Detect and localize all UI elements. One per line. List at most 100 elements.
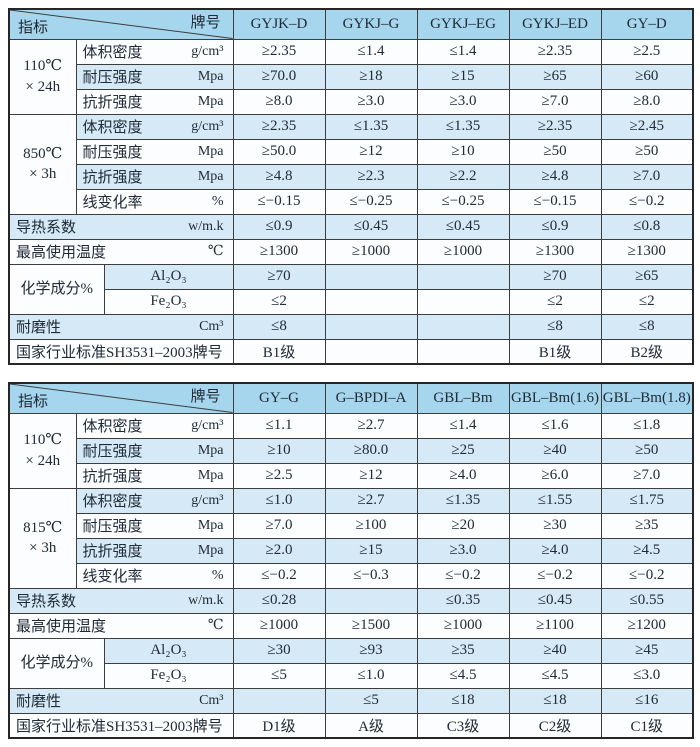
value-cell [324, 288, 418, 315]
value-cell: ≥18 [324, 63, 418, 90]
row-label: 耐压强度 [82, 145, 143, 161]
value-cell: ≥1500 [324, 612, 418, 639]
column-header: GBL–Bm [416, 382, 510, 414]
value-cell [416, 338, 510, 365]
value-cell: ≥10 [416, 138, 510, 165]
unit-label: ℃ [207, 244, 224, 259]
value-cell: B1级 [508, 338, 602, 365]
value-cell: ≥93 [324, 637, 418, 664]
row-label-cell: 导热系数 w/m.k [8, 213, 234, 240]
value-cell: ≤1.4 [416, 38, 510, 65]
row-label: Al₂O₃ [103, 263, 234, 290]
value-cell: ≥4.0 [416, 462, 510, 489]
row-label-cell: 国家行业标准SH3531–2003牌号 [8, 338, 234, 365]
value-cell: ≤1.35 [416, 487, 510, 514]
unit-label: g/cm³ [191, 43, 224, 59]
table-row: 抗折强度 Mpa ≥4.8 ≥2.3 ≥2.2 ≥4.8 ≥7.0 [9, 163, 694, 190]
value-cell: ≥10 [232, 437, 326, 464]
table-row: 耐压强度 Mpa ≥50.0 ≥12 ≥10 ≥50 ≥50 [9, 138, 694, 165]
header-row: 指标 牌号 GYJK–D GYKJ–G GYKJ–EG GYKJ–ED GY–D [8, 8, 694, 40]
row-label-cell: 耐压强度 Mpa [75, 437, 234, 464]
value-cell: ≥70 [508, 263, 602, 290]
row-label: 最高使用温度 [16, 619, 107, 635]
group-label-line: × 3h [29, 166, 57, 182]
value-cell: ≤−0.2 [508, 562, 602, 589]
value-cell: ≥1300 [600, 238, 694, 265]
value-cell: C3级 [416, 712, 510, 739]
table-row: 耐压强度 Mpa ≥70.0 ≥18 ≥15 ≥65 ≥60 [9, 63, 694, 90]
group-label-line: 815℃ [23, 519, 63, 536]
table-row: 导热系数 w/m.k ≤0.28 ≤0.35 ≤0.45 ≤0.55 [8, 587, 694, 614]
value-cell: ≥4.5 [600, 537, 694, 564]
value-cell: ≤0.45 [508, 587, 602, 614]
row-label-cell: 体积密度 g/cm³ [75, 113, 234, 140]
value-cell: ≥1000 [232, 612, 326, 639]
value-cell: ≤1.75 [600, 487, 694, 514]
unit-label: % [211, 193, 224, 209]
value-cell: ≥2.35 [508, 113, 602, 140]
unit-label: Mpa [197, 68, 224, 84]
row-label-cell: 体积密度 g/cm³ [75, 487, 234, 514]
row-label: 国家行业标准SH3531–2003牌号 [16, 718, 223, 735]
unit-label: g/cm³ [191, 417, 224, 433]
value-cell: ≥1200 [600, 612, 694, 639]
table-row: 耐磨性 Cm³ ≤8 ≤8 ≤8 [8, 313, 694, 340]
value-cell: ≥1000 [416, 612, 510, 639]
unit-label: Mpa [197, 442, 224, 458]
value-cell: ≤1.4 [416, 412, 510, 439]
diagonal-divider-icon [10, 10, 232, 38]
value-cell: ≥1100 [508, 612, 602, 639]
value-cell: ≥70 [232, 263, 326, 290]
value-cell: ≥2.35 [508, 38, 602, 65]
value-cell: ≥30 [508, 512, 602, 539]
table-row: 抗折强度 Mpa ≥8.0 ≥3.0 ≥3.0 ≥7.0 ≥8.0 [9, 88, 694, 115]
row-label: 线变化率 [82, 195, 143, 211]
unit-label: % [211, 567, 224, 583]
value-cell [324, 338, 418, 365]
row-label: Fe₂O₃ [103, 662, 234, 689]
value-cell: ≥1300 [508, 238, 602, 265]
unit-label: Mpa [197, 467, 224, 483]
value-cell: ≥1300 [232, 238, 326, 265]
value-cell: ≥2.2 [416, 163, 510, 190]
value-cell: ≤1.1 [232, 412, 326, 439]
row-label-cell: 最高使用温度 ℃ [8, 612, 234, 639]
value-cell: A级 [324, 712, 418, 739]
value-cell: ≤18 [416, 687, 510, 714]
product-spec-table: 指标 牌号 GYJK–D GYKJ–G GYKJ–EG GYKJ–ED GY–D 110℃ × … [8, 8, 694, 365]
diagonal-divider-icon [10, 384, 232, 412]
value-cell: ≤−0.2 [416, 562, 510, 589]
value-cell: ≥65 [600, 263, 694, 290]
corner-cell: 指标 牌号 [8, 8, 234, 40]
value-cell: ≥8.0 [232, 88, 326, 115]
product-spec-table: 指标 牌号 GY–G G–BPDI–A GBL–Bm GBL–Bm(1.6) GBL–Bm(… [8, 382, 694, 739]
value-cell: ≥60 [600, 63, 694, 90]
value-cell: ≤3.0 [600, 662, 694, 689]
table-row: 国家行业标准SH3531–2003牌号 B1级 B1级 B2级 [8, 338, 694, 365]
value-cell: ≤0.35 [416, 587, 510, 614]
group-label-line: 110℃ [23, 58, 63, 75]
row-label: Fe₂O₃ [103, 288, 234, 315]
unit-label: Mpa [197, 542, 224, 558]
value-cell: ≤1.0 [324, 662, 418, 689]
value-cell: ≥2.35 [232, 113, 326, 140]
value-cell: ≤−0.15 [232, 188, 326, 215]
row-label: 耐磨性 [16, 694, 62, 710]
value-cell: ≤2 [232, 288, 326, 315]
value-cell: ≤−0.3 [324, 562, 418, 589]
value-cell: ≤−0.25 [324, 188, 418, 215]
value-cell: ≥2.0 [232, 537, 326, 564]
value-cell: ≥7.0 [508, 88, 602, 115]
unit-label: Mpa [197, 168, 224, 184]
row-label-cell: 线变化率% [75, 188, 234, 215]
unit-label: ℃ [207, 618, 224, 633]
column-header: GBL–Bm(1.8) [600, 382, 694, 414]
row-label: 抗折强度 [82, 544, 143, 560]
table-row: 850℃ × 3h 体积密度 g/cm³ ≥2.35 ≤1.35 ≤1.35 ≥2.35 ≥2.… [8, 113, 694, 215]
value-cell: ≤1.6 [508, 412, 602, 439]
value-cell: ≥2.7 [324, 412, 418, 439]
row-label: 耐压强度 [82, 444, 143, 460]
value-cell: ≥65 [508, 63, 602, 90]
table-row: 线变化率% ≤−0.2 ≤−0.3 ≤−0.2 ≤−0.2 ≤−0.2 [9, 562, 694, 589]
row-label-cell: 耐压强度 Mpa [75, 63, 234, 90]
